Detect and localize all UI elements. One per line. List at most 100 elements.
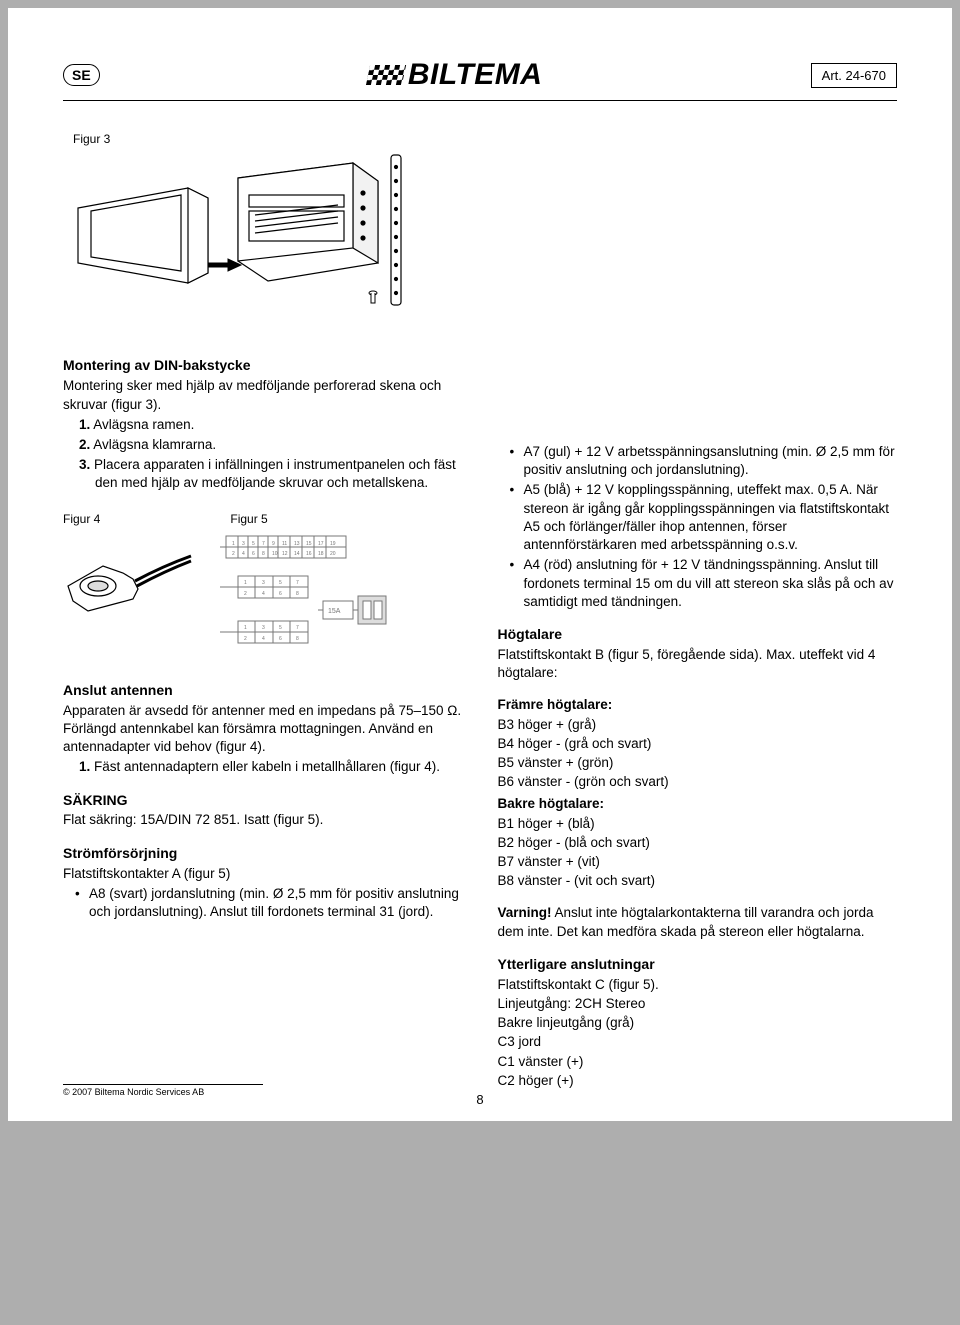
warning-label: Varning!: [498, 905, 552, 920]
svg-text:12: 12: [282, 551, 288, 557]
svg-text:5: 5: [279, 625, 282, 631]
strom-intro: Flatstiftskontakter A (figur 5): [63, 865, 463, 883]
language-badge: SE: [63, 64, 100, 86]
svg-text:7: 7: [262, 541, 265, 547]
svg-text:1: 1: [232, 541, 235, 547]
article-number: Art. 24-670: [811, 63, 897, 88]
svg-text:6: 6: [279, 636, 282, 642]
left-column: Figur 3: [63, 131, 463, 1091]
svg-text:2: 2: [232, 551, 235, 557]
svg-text:5: 5: [252, 541, 255, 547]
bullet-a4: A4 (röd) anslutning för + 12 V tändnings…: [524, 556, 898, 611]
figure-4-label: Figur 4: [63, 511, 100, 527]
front-b5: B5 vänster + (grön): [498, 754, 898, 772]
montering-intro: Montering sker med hjälp av medföljande …: [63, 377, 463, 413]
figure-3: [73, 153, 463, 328]
figure-3-label: Figur 3: [73, 131, 463, 147]
speaker-list: Främre högtalare: B3 höger + (grå) B4 hö…: [498, 696, 898, 890]
warning-text: Anslut inte högtalarkontakterna till var…: [498, 905, 874, 938]
svg-text:6: 6: [252, 551, 255, 557]
montering-steps: 1. Avlägsna ramen. 2. Avlägsna klamrarna…: [63, 416, 463, 493]
svg-text:19: 19: [330, 541, 336, 547]
svg-text:14: 14: [294, 551, 300, 557]
hogtalare-para: Flatstiftskontakt B (figur 5, föregående…: [498, 646, 898, 682]
connection-bullets: A7 (gul) + 12 V arbetsspänningsanslutnin…: [498, 443, 898, 611]
heading-strom: Strömförsörjning: [63, 844, 463, 863]
svg-text:17: 17: [318, 541, 324, 547]
svg-text:3: 3: [262, 580, 265, 586]
step-1: 1. Avlägsna ramen.: [79, 416, 463, 434]
ytt-5: C2 höger (+): [498, 1072, 898, 1090]
bullet-a7: A7 (gul) + 12 V arbetsspänningsanslutnin…: [524, 443, 898, 479]
page-number: 8: [476, 1092, 483, 1107]
antenn-step-1: 1. Fäst antennadaptern eller kabeln i me…: [79, 758, 463, 776]
svg-text:4: 4: [242, 551, 245, 557]
logo-text: BILTEMA: [408, 58, 543, 92]
front-b4: B4 höger - (grå och svart): [498, 735, 898, 753]
svg-text:8: 8: [296, 636, 299, 642]
svg-text:3: 3: [262, 625, 265, 631]
svg-text:15: 15: [306, 541, 312, 547]
figure-4-illustration: [63, 531, 193, 621]
brand-logo: BILTEMA: [100, 58, 811, 92]
antenn-steps: 1. Fäst antennadaptern eller kabeln i me…: [63, 758, 463, 776]
ytt-4: C1 vänster (+): [498, 1053, 898, 1071]
heading-antenn: Anslut antennen: [63, 681, 463, 700]
warning-para: Varning! Anslut inte högtalarkontakterna…: [498, 904, 898, 940]
ytt-1: Linjeutgång: 2CH Stereo: [498, 995, 898, 1013]
manual-page: SE BILTEMA Art. 24-670 Figur 3: [8, 8, 952, 1121]
svg-text:9: 9: [272, 541, 275, 547]
figure-3-illustration: [73, 153, 413, 323]
bullet-a5: A5 (blå) + 12 V kopplingsspänning, uteff…: [524, 481, 898, 554]
svg-text:2: 2: [244, 591, 247, 597]
ytt-3: C3 jord: [498, 1033, 898, 1051]
rear-speakers-header: Bakre högtalare:: [498, 795, 898, 813]
figure-5-illustration: 135791113151719 2468101214161820 1357: [218, 531, 398, 661]
figure-4-5-labels: Figur 4 Figur 5: [63, 511, 463, 527]
front-b3: B3 höger + (grå): [498, 716, 898, 734]
header-rule: [63, 100, 897, 101]
page-header: SE BILTEMA Art. 24-670: [63, 58, 897, 92]
svg-text:11: 11: [282, 541, 287, 547]
front-speakers-header: Främre högtalare:: [498, 696, 898, 714]
svg-text:7: 7: [296, 580, 299, 586]
content-columns: Figur 3: [63, 131, 897, 1091]
rear-b8: B8 vänster - (vit och svart): [498, 872, 898, 890]
sakring-para: Flat säkring: 15A/DIN 72 851. Isatt (fig…: [63, 811, 463, 829]
rear-b1: B1 höger + (blå): [498, 815, 898, 833]
ytt-0: Flatstiftskontakt C (figur 5).: [498, 976, 898, 994]
svg-text:8: 8: [296, 591, 299, 597]
svg-text:6: 6: [279, 591, 282, 597]
ytterligare-lines: Flatstiftskontakt C (figur 5). Linjeutgå…: [498, 976, 898, 1090]
figure-4-5: 135791113151719 2468101214161820 1357: [63, 531, 463, 661]
logo-checker-icon: [366, 65, 406, 85]
svg-text:1: 1: [244, 580, 247, 586]
strom-bullets: A8 (svart) jordanslutning (min. Ø 2,5 mm…: [63, 885, 463, 921]
right-column: A7 (gul) + 12 V arbetsspänningsanslutnin…: [498, 131, 898, 1091]
svg-text:13: 13: [294, 541, 300, 547]
figure-5-label: Figur 5: [230, 511, 267, 527]
svg-text:3: 3: [242, 541, 245, 547]
front-b6: B6 vänster - (grön och svart): [498, 773, 898, 791]
heading-ytterligare: Ytterligare anslutningar: [498, 955, 898, 974]
svg-text:20: 20: [330, 551, 336, 557]
ytt-2: Bakre linjeutgång (grå): [498, 1014, 898, 1032]
svg-text:5: 5: [279, 580, 282, 586]
step-2: 2. Avlägsna klamrarna.: [79, 436, 463, 454]
svg-text:2: 2: [244, 636, 247, 642]
strom-bullet-1: A8 (svart) jordanslutning (min. Ø 2,5 mm…: [89, 885, 463, 921]
copyright-footer: © 2007 Biltema Nordic Services AB: [63, 1084, 263, 1097]
heading-sakring: SÄKRING: [63, 791, 463, 810]
svg-text:10: 10: [272, 551, 278, 557]
antenn-para: Apparaten är avsedd för antenner med en …: [63, 702, 463, 757]
svg-text:16: 16: [306, 551, 312, 557]
svg-text:4: 4: [262, 591, 265, 597]
svg-text:8: 8: [262, 551, 265, 557]
rear-b2: B2 höger - (blå och svart): [498, 834, 898, 852]
heading-montering: Montering av DIN-bakstycke: [63, 356, 463, 375]
svg-text:18: 18: [318, 551, 324, 557]
rear-b7: B7 vänster + (vit): [498, 853, 898, 871]
step-3: 3. Placera apparaten i infällningen i in…: [79, 456, 463, 492]
svg-text:1: 1: [244, 625, 247, 631]
svg-text:4: 4: [262, 636, 265, 642]
